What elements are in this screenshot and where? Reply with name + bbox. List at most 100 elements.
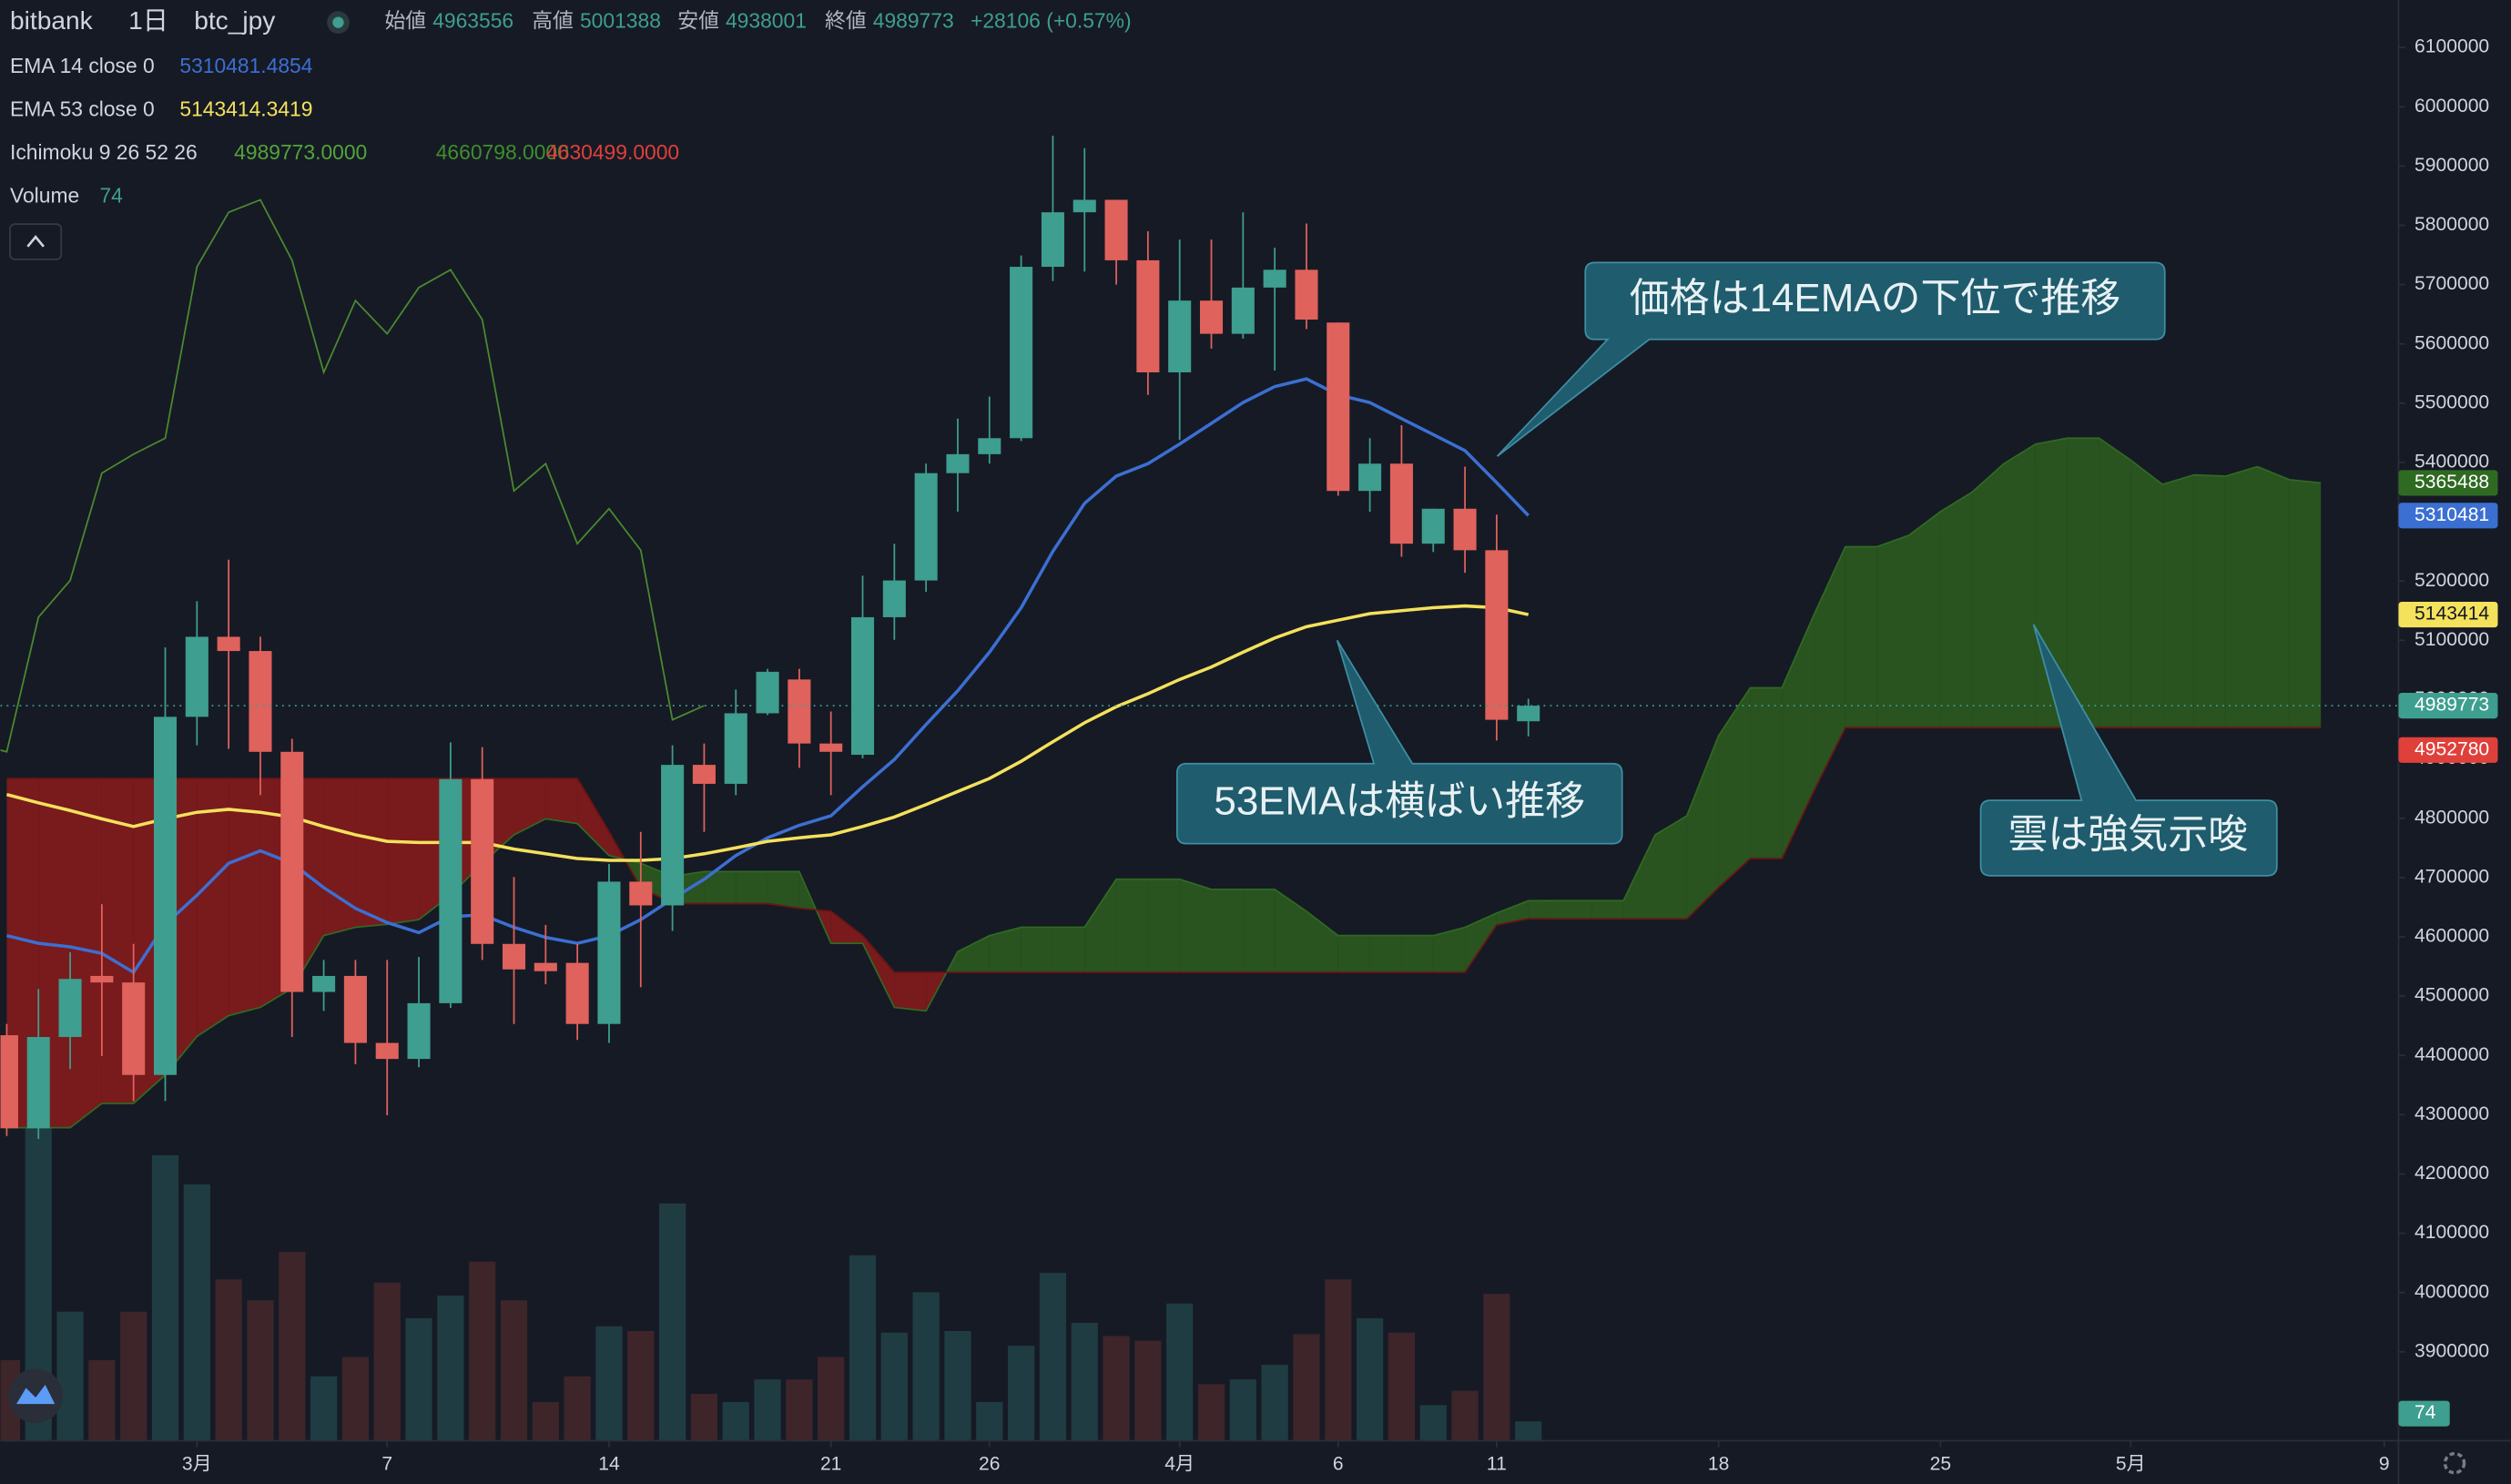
volume-bar xyxy=(1261,1365,1288,1441)
cloud-segment xyxy=(70,778,102,1128)
cloud-segment xyxy=(323,778,356,936)
logo-mark[interactable] xyxy=(16,1384,56,1405)
cloud-segment xyxy=(2130,460,2163,728)
volume-bar xyxy=(754,1379,781,1441)
callout-box xyxy=(1175,639,1623,845)
interval[interactable]: 1日 xyxy=(128,6,168,35)
price-badge-label: 5310481 xyxy=(2414,504,2489,525)
cloud-segment xyxy=(1433,927,1466,973)
logo[interactable] xyxy=(8,1368,64,1424)
cloud-segment xyxy=(989,927,1022,973)
volume-bar xyxy=(56,1311,84,1441)
indicator-value: 4660798.0000 xyxy=(436,140,569,164)
volume-badge xyxy=(2398,1400,2450,1427)
volume-bar xyxy=(912,1292,940,1441)
price-badge-label: 4952780 xyxy=(2414,738,2489,759)
volume-bar xyxy=(595,1326,623,1441)
candle-body xyxy=(122,982,146,1075)
y-tick-label: 5500000 xyxy=(2414,391,2489,412)
indicator-label[interactable]: Volume xyxy=(10,183,79,207)
candle-body xyxy=(280,751,304,992)
collapse-button[interactable] xyxy=(9,223,63,260)
ema-line xyxy=(5,604,1530,862)
volume-bar xyxy=(976,1401,1003,1441)
candle-body xyxy=(249,651,272,752)
volume-bar xyxy=(341,1357,370,1441)
candle-body xyxy=(1517,706,1540,722)
cloud-segment xyxy=(1116,879,1148,973)
candle-body xyxy=(978,438,1001,454)
volume-bar xyxy=(279,1252,306,1441)
indicator-label[interactable]: Ichimoku 9 26 52 26 xyxy=(10,140,198,164)
change: +28106 (+0.57%) xyxy=(971,9,1132,33)
callout-text: 雲は強気示唆 xyxy=(2008,812,2248,857)
volume-bar xyxy=(247,1300,274,1441)
candle-body xyxy=(217,636,240,652)
candle-body xyxy=(1168,300,1192,372)
indicator-value: 74 xyxy=(99,183,123,207)
y-tick-label: 6100000 xyxy=(2414,36,2489,57)
cloud-segment xyxy=(1306,910,1338,973)
volume-bar xyxy=(880,1332,908,1441)
cloud-segment xyxy=(2003,443,2036,728)
volume-bar xyxy=(944,1330,971,1441)
cloud-segment xyxy=(1560,900,1592,920)
indicator-value: 4630499.0000 xyxy=(546,140,679,164)
candle-body xyxy=(882,580,906,617)
volume-bar xyxy=(722,1401,749,1441)
candle-body xyxy=(26,1037,50,1129)
cloud-segment xyxy=(1876,535,1909,728)
volume-bar xyxy=(1229,1379,1256,1441)
callout: 価格は14EMAの下位で推移 xyxy=(1496,261,2166,457)
collapse-icon[interactable] xyxy=(26,235,45,248)
volume-bar xyxy=(1071,1323,1098,1441)
cloud-segment xyxy=(1021,927,1053,973)
candle-body xyxy=(1231,287,1255,334)
cloud-segment xyxy=(1623,834,1655,920)
indicator-label[interactable]: EMA 53 close 0 xyxy=(10,97,155,120)
cloud-segment xyxy=(830,910,863,944)
cloud-segment xyxy=(1465,912,1497,973)
volume-bar xyxy=(627,1330,655,1441)
candle-body xyxy=(185,636,208,717)
candle-body xyxy=(1104,199,1128,260)
callout: 53EMAは横ばい推移 xyxy=(1175,639,1623,845)
cloud-segment xyxy=(862,935,895,1008)
low-label: 安値 xyxy=(677,9,719,33)
symbol[interactable]: btc_jpy xyxy=(194,6,275,35)
indicator-value: 4989773.0000 xyxy=(234,140,367,164)
cloud-segment xyxy=(625,859,641,888)
candle-body xyxy=(534,962,557,971)
volume-bar xyxy=(373,1282,401,1441)
x-tick-label: 9 xyxy=(2379,1453,2390,1474)
axis-layer: 3900000 4000000 4100000 4200000 4300000 44000… xyxy=(182,36,2498,1474)
volume-bar xyxy=(1356,1317,1384,1441)
open-value: 4963556 xyxy=(432,9,513,33)
cloud-segment xyxy=(1052,927,1085,973)
x-tick-label: 14 xyxy=(598,1453,620,1474)
settings-icon[interactable] xyxy=(2443,1451,2466,1475)
cloud-segment xyxy=(894,972,927,1011)
x-tick-label: 5月 xyxy=(2116,1453,2146,1474)
cloud-segment xyxy=(957,935,990,973)
candle-body xyxy=(439,778,463,1003)
price-badge-label: 4989773 xyxy=(2414,695,2489,716)
high-label: 高値 xyxy=(532,9,574,33)
volume-bar xyxy=(151,1154,179,1441)
candle-body xyxy=(471,778,494,944)
candle-body xyxy=(597,881,621,1024)
y-tick-label: 3900000 xyxy=(2414,1340,2489,1361)
y-tick-label: 4600000 xyxy=(2414,926,2489,947)
candle-body xyxy=(1041,212,1064,268)
y-tick-label: 5400000 xyxy=(2414,452,2489,473)
candle-body xyxy=(819,743,843,752)
volume-bar xyxy=(1388,1332,1416,1441)
candle-body xyxy=(756,671,779,714)
header-legend: bitbank 1日 btc_jpy 始値 4963556 高値 5001388… xyxy=(9,6,1132,260)
volume-bar xyxy=(1293,1334,1320,1441)
price-badge xyxy=(2398,693,2498,719)
indicator-label[interactable]: EMA 14 close 0 xyxy=(10,54,155,77)
volume-bar xyxy=(405,1317,432,1441)
volume-bar xyxy=(88,1359,116,1441)
candle-body xyxy=(850,616,875,756)
